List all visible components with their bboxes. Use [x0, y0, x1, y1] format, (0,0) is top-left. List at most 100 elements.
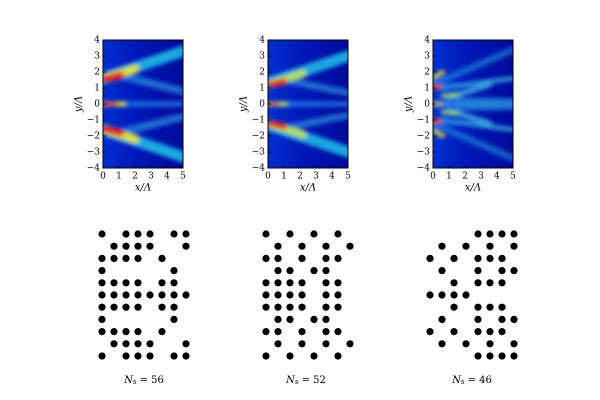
dot [486, 328, 494, 336]
dot [498, 328, 506, 336]
x-tick-label: 0 [265, 172, 271, 182]
y-tick-label: −3 [417, 148, 431, 158]
x-tick-label: 3 [478, 172, 484, 182]
dot [450, 254, 458, 262]
dot [346, 242, 354, 250]
dot [98, 254, 106, 262]
x-axis-label: x/Λ [465, 183, 481, 194]
dot [322, 291, 330, 299]
dot [426, 328, 434, 336]
dot [158, 291, 166, 299]
y-axis-label: y/Λ [74, 96, 85, 113]
dot [486, 254, 494, 262]
dot [98, 328, 106, 336]
x-axis-label: x/Λ [135, 183, 151, 194]
dot [274, 340, 282, 348]
dot [438, 340, 446, 348]
label-value: = 56 [136, 375, 163, 386]
dot [146, 230, 154, 238]
dot [122, 279, 130, 287]
y-tick-label: −1 [87, 116, 100, 126]
dot [510, 242, 518, 250]
x-tick-label: 2 [132, 172, 138, 182]
dot [182, 230, 190, 238]
dot [110, 254, 118, 262]
x-tick-label: 0 [430, 172, 436, 182]
dot [122, 303, 130, 311]
dot [286, 267, 294, 275]
dot [438, 267, 446, 275]
beam [455, 106, 513, 111]
dot [486, 230, 494, 238]
x-tick-label: 4 [329, 172, 335, 182]
dot [274, 315, 282, 323]
dot [134, 328, 142, 336]
dot [450, 291, 458, 299]
dot [474, 267, 482, 275]
dot [474, 352, 482, 360]
dot [134, 230, 142, 238]
label-value: = 52 [298, 375, 325, 386]
dot [158, 279, 166, 287]
pattern-label: Ns = 56 [123, 375, 164, 387]
dot [122, 254, 130, 262]
dot [310, 230, 318, 238]
dot [134, 279, 142, 287]
y-tick-label: −3 [87, 148, 101, 158]
dot [438, 315, 446, 323]
dot [322, 254, 330, 262]
dot [510, 230, 518, 238]
y-tick-label: 3 [259, 52, 265, 62]
dot [274, 279, 282, 287]
dot-pattern [262, 230, 354, 360]
dot [122, 291, 130, 299]
dot [286, 303, 294, 311]
dot [486, 352, 494, 360]
dot [170, 291, 178, 299]
dot [510, 340, 518, 348]
dot [450, 303, 458, 311]
y-tick-label: 4 [259, 36, 265, 46]
dot [322, 328, 330, 336]
dot [310, 267, 318, 275]
dot [510, 315, 518, 323]
dot [322, 267, 330, 275]
beam [280, 76, 348, 97]
y-tick-label: 0 [94, 100, 100, 110]
dot [262, 254, 270, 262]
x-tick-label: 2 [297, 172, 303, 182]
dot [334, 291, 342, 299]
dot [298, 291, 306, 299]
label-symbol: N [123, 375, 134, 386]
dot [122, 242, 130, 250]
dot [274, 242, 282, 250]
dot [486, 279, 494, 287]
dot [334, 254, 342, 262]
beams [433, 45, 513, 162]
dot [450, 279, 458, 287]
beam [433, 69, 446, 80]
dot [262, 230, 270, 238]
dot [170, 315, 178, 323]
y-tick-label: −2 [417, 132, 430, 142]
dot [274, 328, 282, 336]
dot [170, 230, 178, 238]
dot [182, 340, 190, 348]
dot [98, 315, 106, 323]
dot [322, 279, 330, 287]
dot [146, 352, 154, 360]
dot [262, 352, 270, 360]
dot [298, 242, 306, 250]
dot [498, 279, 506, 287]
y-tick-label: 2 [259, 68, 265, 78]
pattern-label: Ns = 46 [451, 375, 492, 387]
x-tick-label: 1 [281, 172, 287, 182]
dot [298, 254, 306, 262]
dot [310, 352, 318, 360]
y-tick-label: 2 [424, 68, 430, 78]
dot [450, 328, 458, 336]
dot [98, 303, 106, 311]
dot [98, 279, 106, 287]
